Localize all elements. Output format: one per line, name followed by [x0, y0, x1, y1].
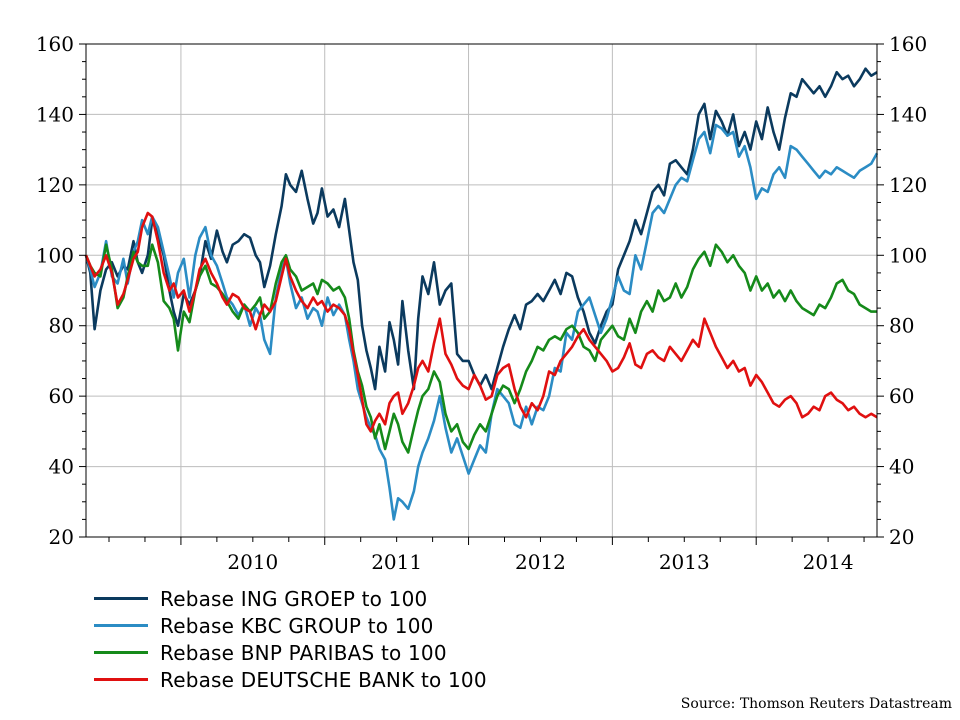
legend-item: Rebase KBC GROUP to 100: [94, 612, 487, 639]
y-tick-label-left: 40: [49, 455, 74, 479]
y-tick-label-right: 60: [889, 384, 914, 408]
y-tick-label-left: 140: [36, 102, 74, 126]
x-tick-label: 2014: [803, 550, 854, 574]
series-line-4: [84, 211, 878, 433]
y-tick-label-right: 100: [889, 243, 927, 267]
y-tick-label-right: 140: [889, 102, 927, 126]
series-lines: [84, 67, 879, 521]
legend-swatch: [94, 651, 148, 654]
series-line-2: [84, 123, 879, 521]
y-tick-label-right: 20: [889, 525, 914, 549]
series-line-3: [84, 243, 877, 454]
y-tick-label-left: 100: [36, 243, 74, 267]
legend-label: Rebase KBC GROUP to 100: [160, 613, 434, 638]
y-tick-label-left: 80: [49, 314, 74, 338]
axes: 20 20 40 40 60 60 80 80 100 100 120 120 140 140 160 160…: [36, 32, 927, 574]
y-tick-label-left: 120: [36, 173, 74, 197]
x-tick-label: 2012: [515, 550, 566, 574]
legend-swatch: [94, 597, 148, 600]
source-note: Source: Thomson Reuters Datastream: [680, 696, 952, 712]
legend-swatch: [94, 678, 148, 681]
y-tick-label-right: 40: [889, 455, 914, 479]
plot-frame: [85, 43, 878, 538]
y-tick-label-left: 60: [49, 384, 74, 408]
x-tick-label: 2013: [659, 550, 710, 574]
legend-label: Rebase BNP PARIBAS to 100: [160, 640, 447, 665]
y-tick-label-left: 160: [36, 32, 74, 56]
y-tick-label-left: 20: [49, 525, 74, 549]
legend-label: Rebase ING GROEP to 100: [160, 586, 428, 611]
x-tick-label: 2010: [227, 550, 278, 574]
y-tick-label-right: 80: [889, 314, 914, 338]
legend-item: Rebase ING GROEP to 100: [94, 585, 487, 612]
legend: Rebase ING GROEP to 100 Rebase KBC GROUP …: [94, 585, 487, 693]
y-tick-label-right: 120: [889, 173, 927, 197]
legend-swatch: [94, 624, 148, 627]
y-tick-label-right: 160: [889, 32, 927, 56]
x-tick-label: 2011: [371, 550, 422, 574]
legend-label: Rebase DEUTSCHE BANK to 100: [160, 667, 487, 692]
legend-item: Rebase DEUTSCHE BANK to 100: [94, 666, 487, 693]
grid: [86, 43, 877, 538]
legend-item: Rebase BNP PARIBAS to 100: [94, 639, 487, 666]
